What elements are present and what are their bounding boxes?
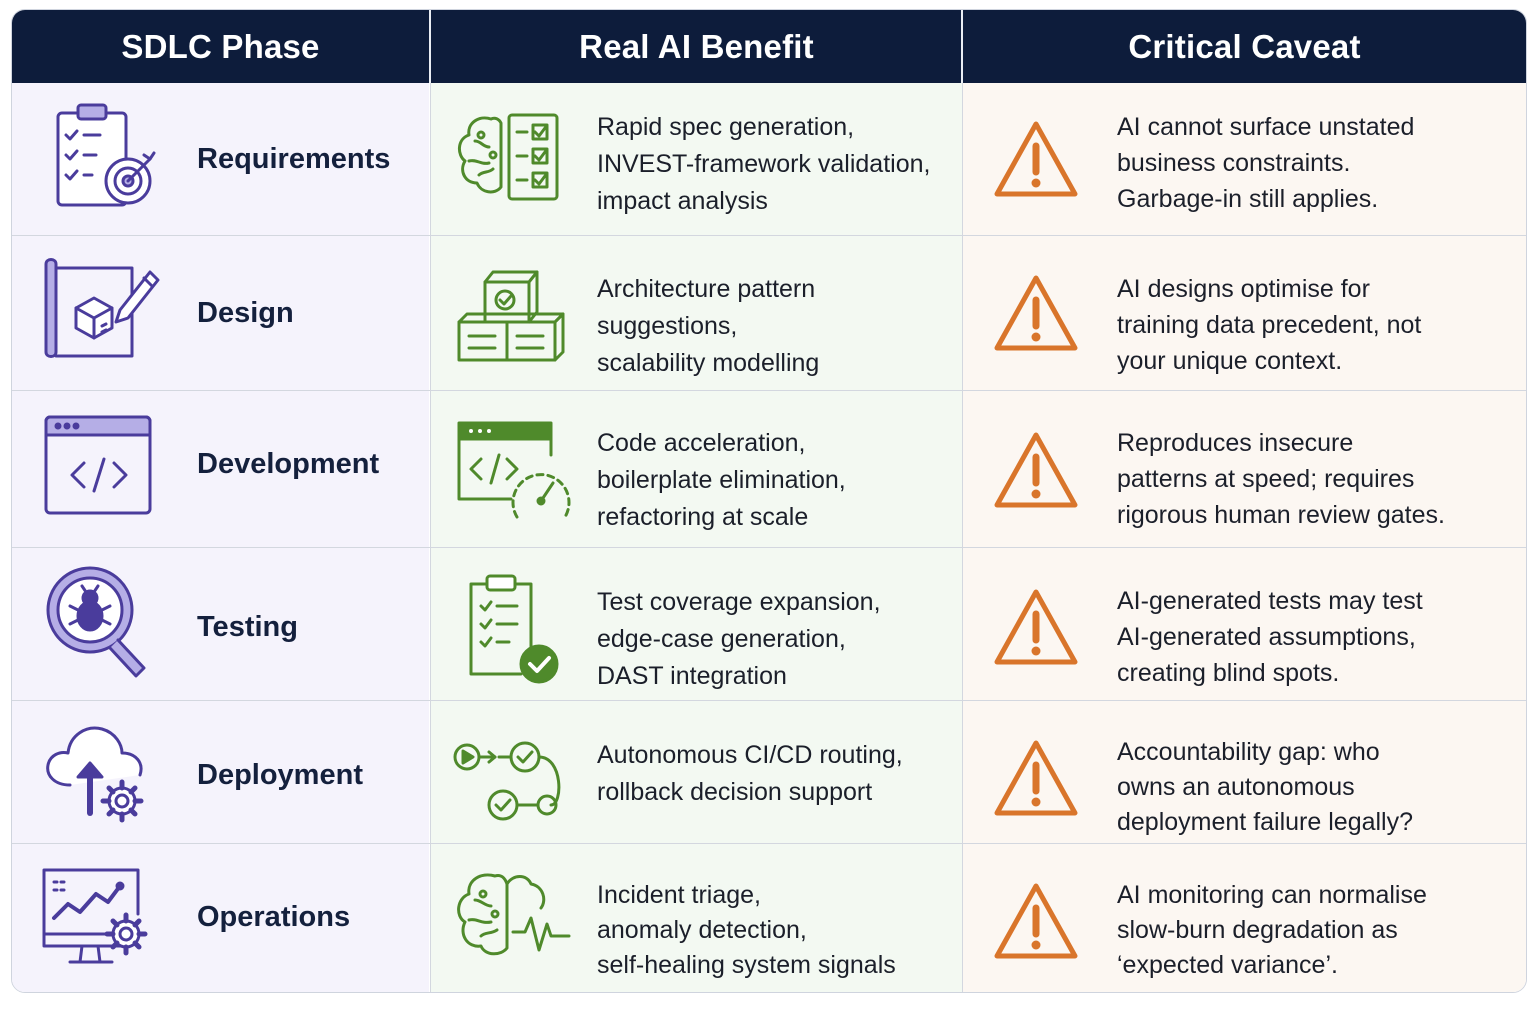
- brain-pulse-icon: [451, 864, 573, 974]
- warning-triangle-icon: [993, 274, 1079, 354]
- benefit-text: Code acceleration, boilerplate eliminati…: [597, 429, 846, 531]
- warning-triangle-icon: [993, 588, 1079, 668]
- table-header: SDLC Phase Real AI Benefit Critical Cave…: [12, 10, 1526, 83]
- benefit-text: Test coverage expansion, edge-case gener…: [597, 588, 881, 690]
- benefit-text: Autonomous CI/CD routing, rollback decis…: [597, 741, 903, 806]
- header-phase: SDLC Phase: [121, 27, 320, 65]
- benefit-cell: Incident triage, anomaly detection, self…: [430, 844, 963, 992]
- bug-magnifier-icon: [40, 566, 158, 678]
- monitor-chart-gear-icon: [40, 862, 158, 972]
- table-row: Development Code acceleration, boilerpla…: [12, 391, 1526, 547]
- phase-name: Requirements: [197, 143, 391, 175]
- phase-name: Deployment: [197, 759, 363, 791]
- benefit-text: Rapid spec generation, INVEST-framework …: [597, 113, 931, 215]
- table-row: Deployment Autonomous CI/CD routing, rol…: [12, 701, 1526, 843]
- header-divider: [429, 10, 431, 83]
- caveat-cell: AI designs optimise for training data pr…: [962, 236, 1526, 390]
- caveat-text: Accountability gap: who owns an autonomo…: [1117, 738, 1414, 836]
- caveat-text: AI monitoring can normalise slow-burn de…: [1117, 881, 1427, 979]
- phase-name: Design: [197, 297, 294, 329]
- table-row: Operations Incident triage, anomaly dete…: [12, 844, 1526, 992]
- blueprint-cube-pencil-icon: [40, 254, 160, 364]
- phase-cell: Requirements: [12, 83, 429, 235]
- brain-checklist-icon: [451, 105, 573, 215]
- caveat-cell: AI monitoring can normalise slow-burn de…: [962, 844, 1526, 992]
- caveat-text: AI cannot surface unstated business cons…: [1117, 113, 1415, 213]
- warning-triangle-icon: [993, 120, 1079, 200]
- caveat-text: AI designs optimise for training data pr…: [1117, 275, 1422, 375]
- table-row: Design Architecture pattern suggestions,…: [12, 236, 1526, 390]
- stacked-blocks-icon: [451, 256, 573, 366]
- benefit-cell: Code acceleration, boilerplate eliminati…: [430, 391, 963, 547]
- row-divider: [12, 235, 1526, 236]
- code-window-icon: [40, 413, 158, 523]
- header-caveat: Critical Caveat: [1128, 27, 1361, 65]
- pipeline-flow-icon: [451, 719, 573, 829]
- clipboard-target-icon: [40, 101, 158, 211]
- table-row: Requirements Rapid spec generation, INVE…: [12, 83, 1526, 235]
- phase-name: Development: [197, 448, 380, 480]
- warning-triangle-icon: [993, 431, 1079, 511]
- table-row: Testing Test coverage expansion, edge-ca…: [12, 548, 1526, 700]
- sdlc-ai-table: SDLC Phase Real AI Benefit Critical Cave…: [11, 9, 1527, 993]
- phase-cell: Development: [12, 391, 429, 547]
- code-speedometer-icon: [451, 415, 573, 525]
- benefit-cell: Autonomous CI/CD routing, rollback decis…: [430, 701, 963, 843]
- caveat-cell: Accountability gap: who owns an autonomo…: [962, 701, 1526, 843]
- phase-cell: Operations: [12, 844, 429, 992]
- row-divider: [12, 700, 1526, 701]
- caveat-cell: Reproduces insecure patterns at speed; r…: [962, 391, 1526, 547]
- phase-cell: Deployment: [12, 701, 429, 843]
- phase-name: Operations: [197, 901, 351, 933]
- benefit-cell: Rapid spec generation, INVEST-framework …: [430, 83, 963, 235]
- phase-cell: Testing: [12, 548, 429, 700]
- header-divider: [961, 10, 963, 83]
- caveat-cell: AI-generated tests may test AI-generated…: [962, 548, 1526, 700]
- phase-name: Testing: [197, 611, 298, 643]
- caveat-text: AI-generated tests may test AI-generated…: [1117, 587, 1423, 687]
- clipboard-check-icon: [451, 574, 573, 684]
- benefit-text: Incident triage, anomaly detection, self…: [597, 881, 896, 979]
- cloud-upload-gear-icon: [40, 717, 158, 827]
- header-benefit: Real AI Benefit: [579, 27, 814, 65]
- benefit-text: Architecture pattern suggestions, scalab…: [597, 275, 820, 377]
- benefit-cell: Test coverage expansion, edge-case gener…: [430, 548, 963, 700]
- row-divider: [12, 843, 1526, 844]
- warning-triangle-icon: [993, 739, 1079, 819]
- caveat-text: Reproduces insecure patterns at speed; r…: [1117, 429, 1445, 529]
- row-divider: [12, 547, 1526, 548]
- phase-cell: Design: [12, 236, 429, 390]
- caveat-cell: AI cannot surface unstated business cons…: [962, 83, 1526, 235]
- warning-triangle-icon: [993, 882, 1079, 962]
- benefit-cell: Architecture pattern suggestions, scalab…: [430, 236, 963, 390]
- row-divider: [12, 390, 1526, 391]
